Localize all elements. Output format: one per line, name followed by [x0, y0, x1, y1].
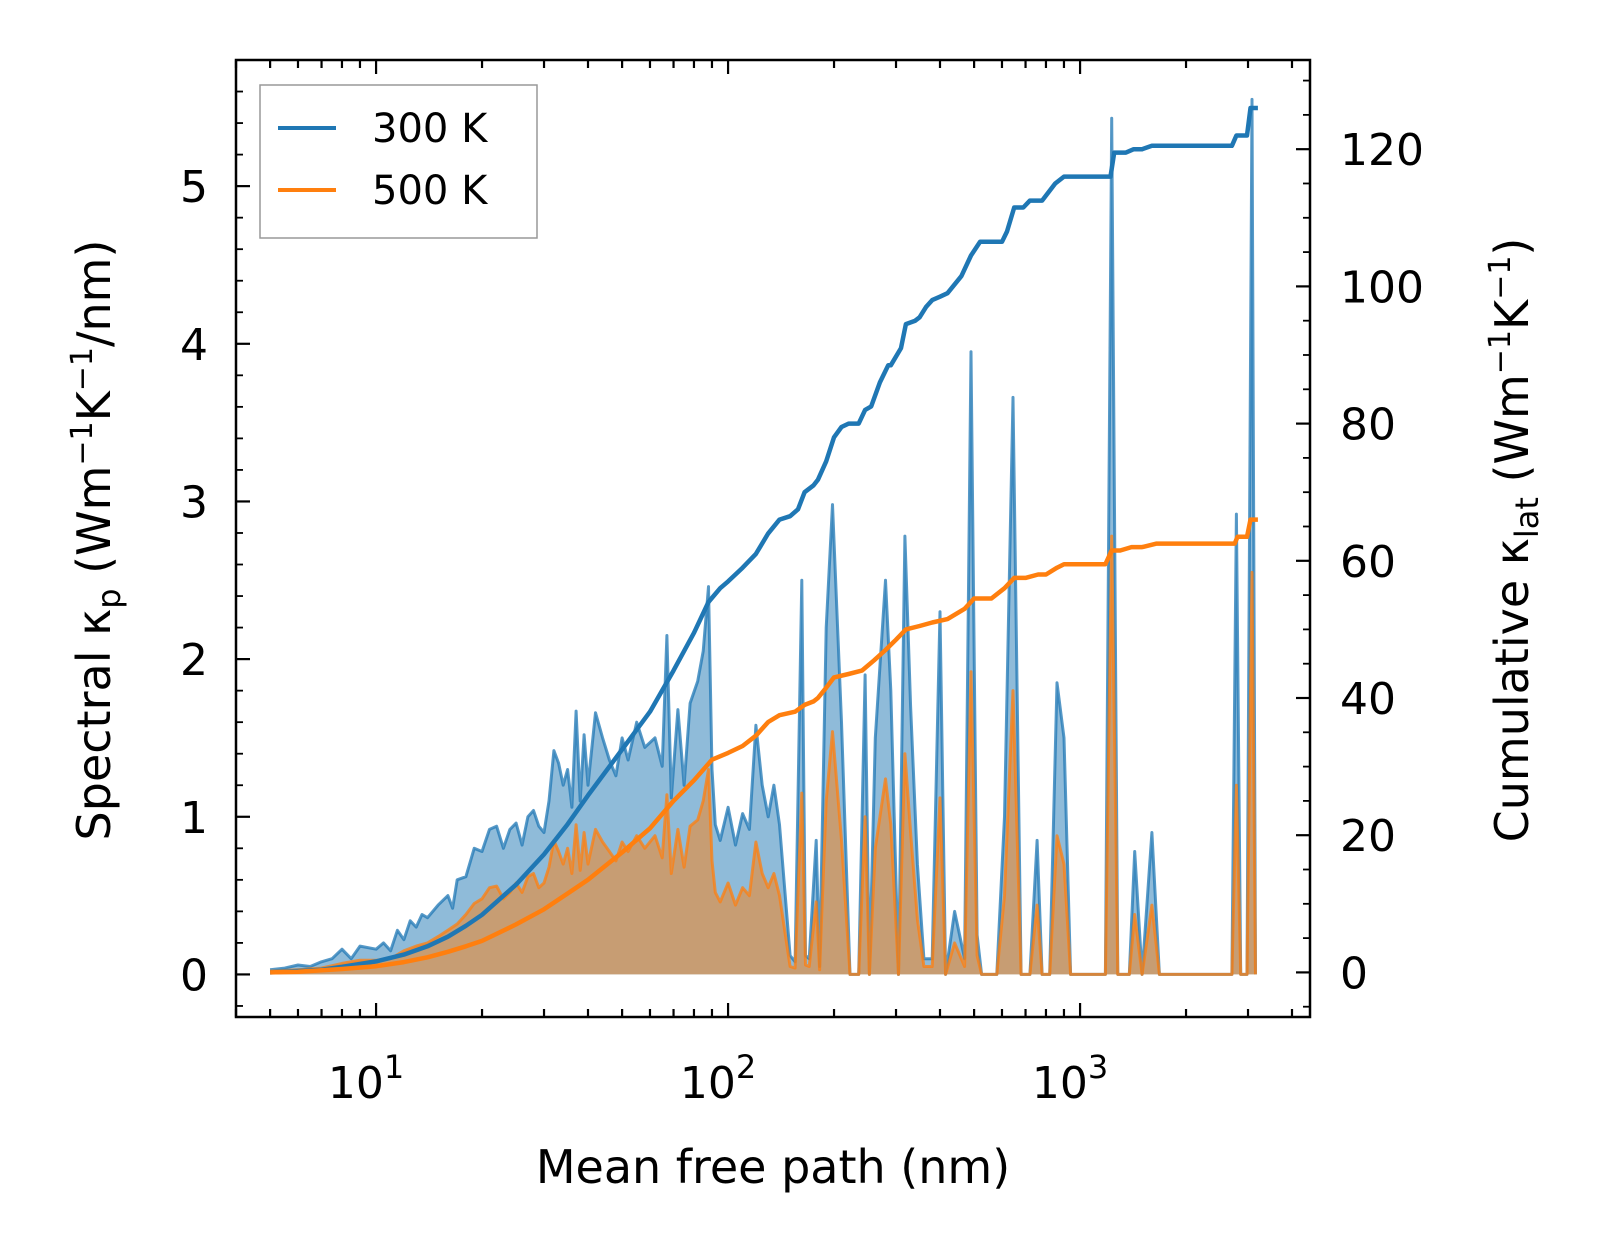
- y-tick-label-left: 0: [180, 950, 208, 1001]
- y-tick-label-right: 0: [1340, 948, 1368, 999]
- spectral-line-1: [270, 534, 1257, 976]
- y-tick-label-right: 100: [1340, 262, 1424, 313]
- cumulative-line-2: [269, 105, 1258, 975]
- spectral-fill-1: [270, 536, 1256, 975]
- y-tick-label-right: 120: [1340, 125, 1424, 176]
- x-tick-label: 103: [1032, 1048, 1108, 1109]
- y-tick-label-left: 4: [180, 320, 208, 371]
- y-axis-label-left: Spectral κp (Wm−1K−1/nm): [65, 240, 128, 841]
- y-axis-label-right: Cumulative κlat (Wm−1K−1): [1483, 238, 1546, 843]
- y-tick-label-right: 20: [1340, 811, 1396, 862]
- legend-label-300k: 300 K: [372, 106, 489, 152]
- x-tick-label: 102: [680, 1048, 756, 1109]
- y-tick-label-left: 5: [180, 162, 208, 213]
- y-tick-label-left: 3: [180, 477, 208, 528]
- y-tick-label-right: 40: [1340, 674, 1396, 725]
- legend-label-500k: 500 K: [372, 168, 489, 214]
- plot-frame: [234, 58, 1312, 1019]
- cumulative-line-3: [270, 517, 1258, 975]
- y-tick-label-right: 60: [1340, 537, 1396, 588]
- y-tick-label-right: 80: [1340, 400, 1396, 451]
- legend: 300 K 500 K: [259, 84, 538, 239]
- y-tick-label-left: 2: [180, 635, 208, 686]
- legend-box: [259, 84, 538, 239]
- x-axis-label: Mean free path (nm): [536, 1140, 1010, 1194]
- x-tick-label: 101: [328, 1048, 404, 1109]
- y-tick-label-left: 1: [180, 793, 208, 844]
